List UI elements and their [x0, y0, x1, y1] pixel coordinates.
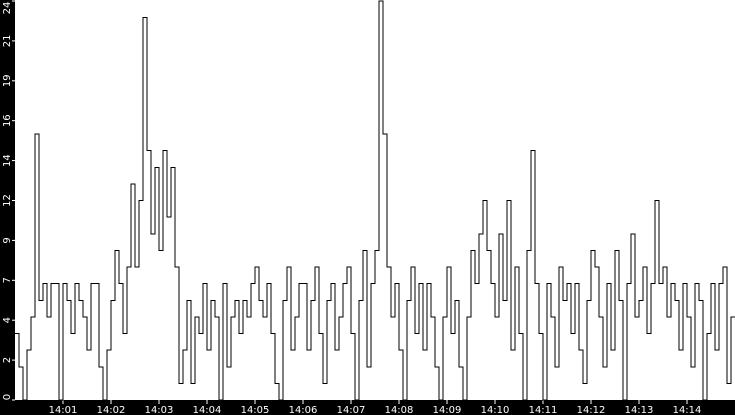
y-tick-label: 9	[2, 237, 13, 243]
x-tick-label: 14:14	[673, 405, 702, 415]
y-tick-label: 4	[2, 317, 13, 323]
x-tick-label: 14:09	[433, 405, 462, 415]
y-tick-label: 16	[2, 114, 13, 127]
x-tick-label: 14:06	[289, 405, 318, 415]
x-tick-label: 14:07	[337, 405, 366, 415]
x-axis: 14:01 14:02 14:03 14:04 14:05 14:06 14:07 14:08…	[49, 400, 702, 415]
series-group	[15, 0, 735, 401]
y-tick-label: 14	[2, 154, 13, 167]
x-tick-label: 14:13	[625, 405, 654, 415]
y-tick-label: 7	[2, 277, 13, 283]
x-tick-label: 14:01	[49, 405, 78, 415]
y-tick-label: 12	[2, 194, 13, 207]
x-tick-label: 14:10	[481, 405, 510, 415]
y-tick-label: 2	[2, 357, 13, 363]
x-tick-label: 14:11	[529, 405, 558, 415]
x-tick-label: 14:05	[241, 405, 270, 415]
x-tick-label: 14:02	[97, 405, 126, 415]
y-tick-label: 19	[2, 74, 13, 87]
y-tick-label: 24	[2, 2, 13, 15]
x-tick-label: 14:04	[193, 405, 222, 415]
x-tick-label: 14:12	[577, 405, 606, 415]
series-line	[15, 0, 735, 401]
left-axis-strip	[0, 0, 15, 415]
y-tick-label: 0	[2, 394, 13, 400]
y-tick-label: 21	[2, 35, 13, 48]
bottom-axis-strip	[0, 400, 735, 415]
x-tick-label: 14:08	[385, 405, 414, 415]
x-tick-label: 14:03	[145, 405, 174, 415]
